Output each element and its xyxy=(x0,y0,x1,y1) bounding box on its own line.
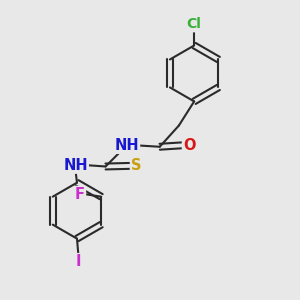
Text: NH: NH xyxy=(63,158,87,172)
Text: I: I xyxy=(76,254,81,269)
Text: NH: NH xyxy=(114,138,139,153)
Text: O: O xyxy=(183,138,195,153)
Text: S: S xyxy=(131,158,141,173)
Text: N: N xyxy=(120,138,132,153)
Text: NH: NH xyxy=(114,138,139,153)
Text: NH: NH xyxy=(63,158,88,172)
Text: Cl: Cl xyxy=(187,17,202,31)
Text: F: F xyxy=(75,187,85,202)
